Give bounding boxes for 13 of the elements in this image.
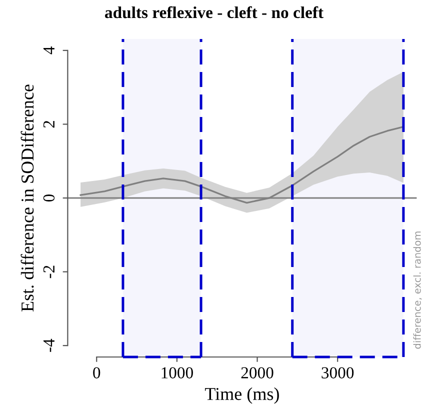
x-tick-label: 0 bbox=[93, 367, 100, 378]
x-tick-label: 3000 bbox=[322, 367, 354, 378]
y-tick-label: 4 bbox=[43, 46, 54, 54]
chart-title: adults reflexive - cleft - no cleft bbox=[105, 6, 324, 18]
y-tick-label: -2 bbox=[43, 266, 54, 278]
annotation: difference, excl. random bbox=[413, 232, 422, 349]
y-tick-label: 2 bbox=[43, 120, 54, 128]
y-axis-title: Est. difference in SODifference bbox=[20, 84, 34, 312]
x-tick-label: 2000 bbox=[241, 367, 274, 378]
y-tick-label: 0 bbox=[43, 194, 55, 202]
x-tick-label: 1000 bbox=[162, 367, 193, 378]
x-axis-title: Time (ms) bbox=[204, 387, 279, 404]
y-tick-label: -4 bbox=[43, 338, 54, 352]
